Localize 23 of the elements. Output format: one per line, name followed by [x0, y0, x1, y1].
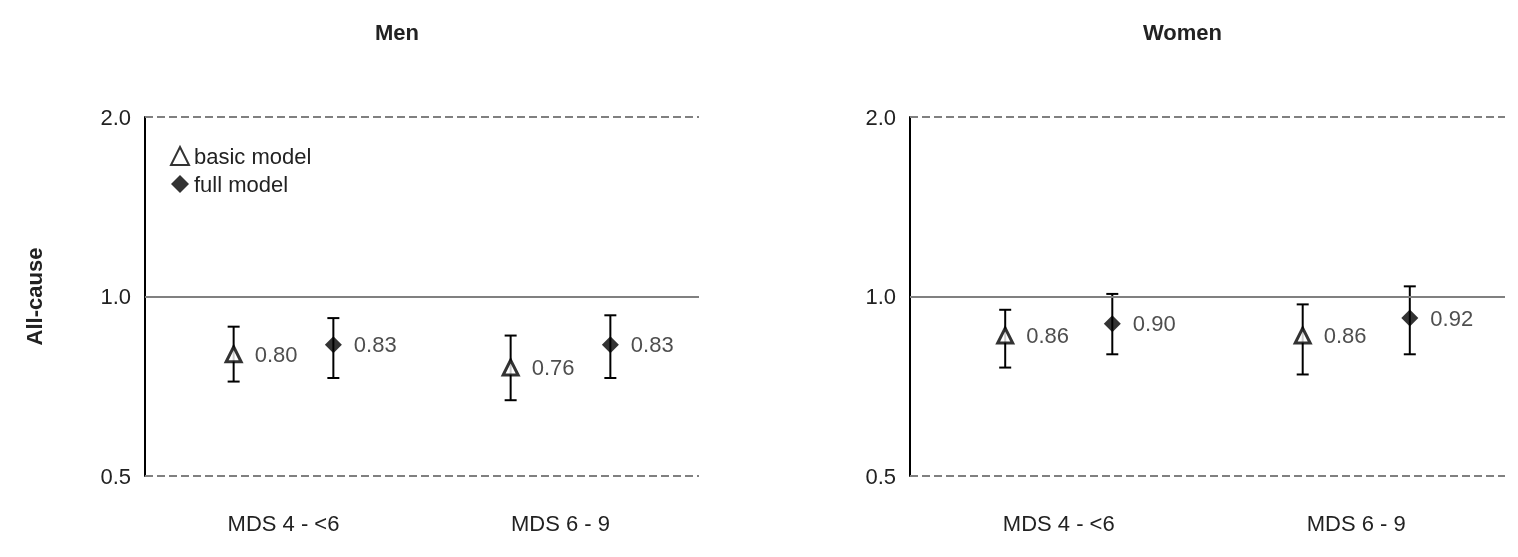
data-label: 0.83 — [353, 332, 397, 358]
y-tick-label: 0.5 — [865, 463, 896, 489]
y-tick-label: 1.0 — [100, 284, 131, 309]
y-tick-label: 2.0 — [865, 104, 896, 130]
data-label: 0.86 — [1026, 323, 1070, 349]
y-tick-label: 2.0 — [100, 104, 131, 130]
data-label: 0.80 — [254, 341, 298, 367]
data-label: 0.76 — [531, 355, 575, 381]
y-tick-label: 0.5 — [100, 463, 131, 489]
y-tick-label: 1.0 — [865, 284, 896, 309]
legend-label: full model — [194, 171, 289, 197]
y-axis-title: All-cause — [21, 247, 47, 346]
chart-title: Women — [1142, 19, 1223, 45]
data-label: 0.83 — [630, 332, 674, 358]
data-label: 0.90 — [1132, 311, 1176, 337]
x-tick-label: MDS 6 - 9 — [510, 510, 611, 536]
x-tick-label: MDS 4 - <6 — [1002, 510, 1115, 536]
x-tick-label: MDS 4 - <6 — [227, 510, 340, 536]
data-label: 0.86 — [1323, 323, 1367, 349]
legend-label: basic model — [194, 143, 312, 169]
data-label: 0.92 — [1430, 305, 1474, 331]
x-tick-label: MDS 6 - 9 — [1306, 510, 1406, 536]
chart-title: Men — [375, 19, 419, 45]
